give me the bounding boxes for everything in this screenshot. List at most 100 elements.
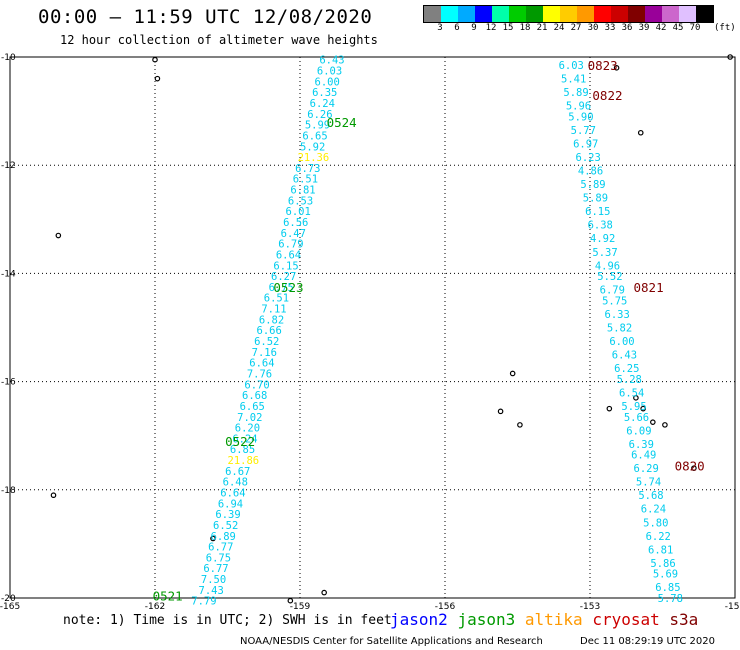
wave-height-value: 6.68 [242,390,267,402]
wave-height-value: 6.52 [213,520,238,532]
wave-height-value: 6.54 [619,387,644,399]
wave-height-value: 5.41 [561,74,586,86]
wave-height-value: 6.39 [629,439,654,451]
color-swatch [441,6,458,22]
y-tick-label: -10 [1,53,16,63]
color-swatch [594,6,611,22]
wave-height-value: 6.79 [600,285,625,297]
y-tick-label: -20 [1,594,16,604]
color-swatch [696,6,713,22]
color-scale-tick: 36 [621,23,633,33]
wave-height-value: 6.38 [588,220,613,232]
y-tick-label: -12 [1,161,16,171]
x-tick-label: -165 [0,602,20,612]
wave-height-value: 6.67 [225,466,250,478]
wave-height-value: 6.77 [203,563,228,575]
wave-height-value: 6.15 [585,206,610,218]
wave-height-value: 7.43 [199,585,224,597]
legend-s3a: s3a [669,610,699,629]
track-time-label: 0522 [225,434,255,449]
wave-height-value: 6.64 [220,488,245,500]
wave-height-value: 6.75 [269,282,294,294]
color-scale-tick: 45 [672,23,684,33]
track-time-label: 0821 [634,280,664,295]
wave-height-value: 6.52 [254,336,279,348]
wave-height-value: 6.85 [655,582,680,594]
color-scale-tick: 24 [553,23,565,33]
wave-height-value: 6.00 [315,76,340,88]
wave-height-value: 7.76 [247,368,272,380]
wave-height-value: 6.24 [310,98,335,110]
wave-height-value: 6.70 [244,379,269,391]
wave-height-value: 5.82 [607,323,632,335]
color-scale-unit: (ft) [714,23,736,33]
wave-height-value: 7.50 [201,574,226,586]
wave-height-value: 5.86 [650,558,675,570]
wave-height-value: 6.73 [295,163,320,175]
wave-height-value: 6.64 [276,249,301,261]
color-scale-tick: 33 [604,23,616,33]
wave-height-value: 6.75 [206,552,231,564]
track-time-label: 0823 [588,58,618,73]
wave-height-value: 6.65 [240,401,265,413]
island-outline [517,422,523,428]
note-text: note: 1) Time is in UTC; 2) SWH is in fe… [63,613,392,628]
color-swatch [645,6,662,22]
wave-height-value: 6.65 [302,130,327,142]
x-tick-label: -156 [435,602,456,612]
wave-height-value: 5.96 [566,101,591,113]
track-time-label: 0524 [327,115,357,130]
island-outline [606,405,613,412]
wave-height-value: 6.53 [288,195,313,207]
wave-height-value: 6.77 [208,542,233,554]
map-frame [9,56,736,599]
color-swatch [577,6,594,22]
wave-height-value: 4.96 [595,260,620,272]
wave-height-value: 21.36 [298,152,330,164]
wave-height-value: 5.89 [583,193,608,205]
x-tick-label: -162 [145,602,165,612]
color-scale-tick: 12 [485,23,497,33]
island-outline [321,589,327,596]
wave-height-value: 6.03 [317,66,342,78]
footer-credit: NOAA/NESDIS Center for Satellite Applica… [240,636,543,647]
wave-height-value: 6.24 [232,433,257,445]
wave-height-value: 6.79 [278,239,303,251]
color-swatch [509,6,526,22]
wave-height-value: 6.39 [215,509,240,521]
island-outline [727,54,733,60]
wave-height-value: 6.43 [319,55,344,67]
wave-height-value: 5.74 [636,477,661,489]
color-swatch [492,6,509,22]
island-outline [640,405,646,412]
wave-height-value: 5.80 [643,517,668,529]
wave-height-value: 6.64 [249,358,274,370]
wave-height-value: 6.85 [230,444,255,456]
color-scale-tick: 30 [587,23,599,33]
color-swatch [662,6,679,22]
x-tick-label: -159 [290,602,311,612]
wave-height-value: 6.51 [293,174,318,186]
wave-height-value: 6.81 [290,185,315,197]
wave-height-value: 5.28 [617,374,642,386]
wave-height-value: 6.20 [235,423,260,435]
color-scale-tick: 39 [638,23,650,33]
wave-height-value: 6.25 [614,363,639,375]
island-outline [637,129,644,136]
satellite-legend: jason2 jason3 altika cryosat s3a [390,610,698,629]
y-tick-label: -18 [1,486,16,496]
wave-height-value: 5.89 [563,87,588,99]
wave-height-value: 6.35 [312,87,337,99]
y-tick-label: -14 [1,269,16,279]
wave-height-value: 6.89 [211,531,236,543]
wave-height-value: 21.86 [228,455,260,467]
wave-height-value: 5.77 [571,125,596,137]
island-outline [497,408,504,415]
wave-height-value: 6.00 [609,336,634,348]
wave-height-value: 5.75 [602,295,627,307]
legend-altika: altika [524,610,593,629]
wave-height-value: 5.68 [638,490,663,502]
wave-height-value: 5.89 [580,179,605,191]
island-outline [210,535,216,542]
wave-height-value: 6.47 [281,228,306,240]
